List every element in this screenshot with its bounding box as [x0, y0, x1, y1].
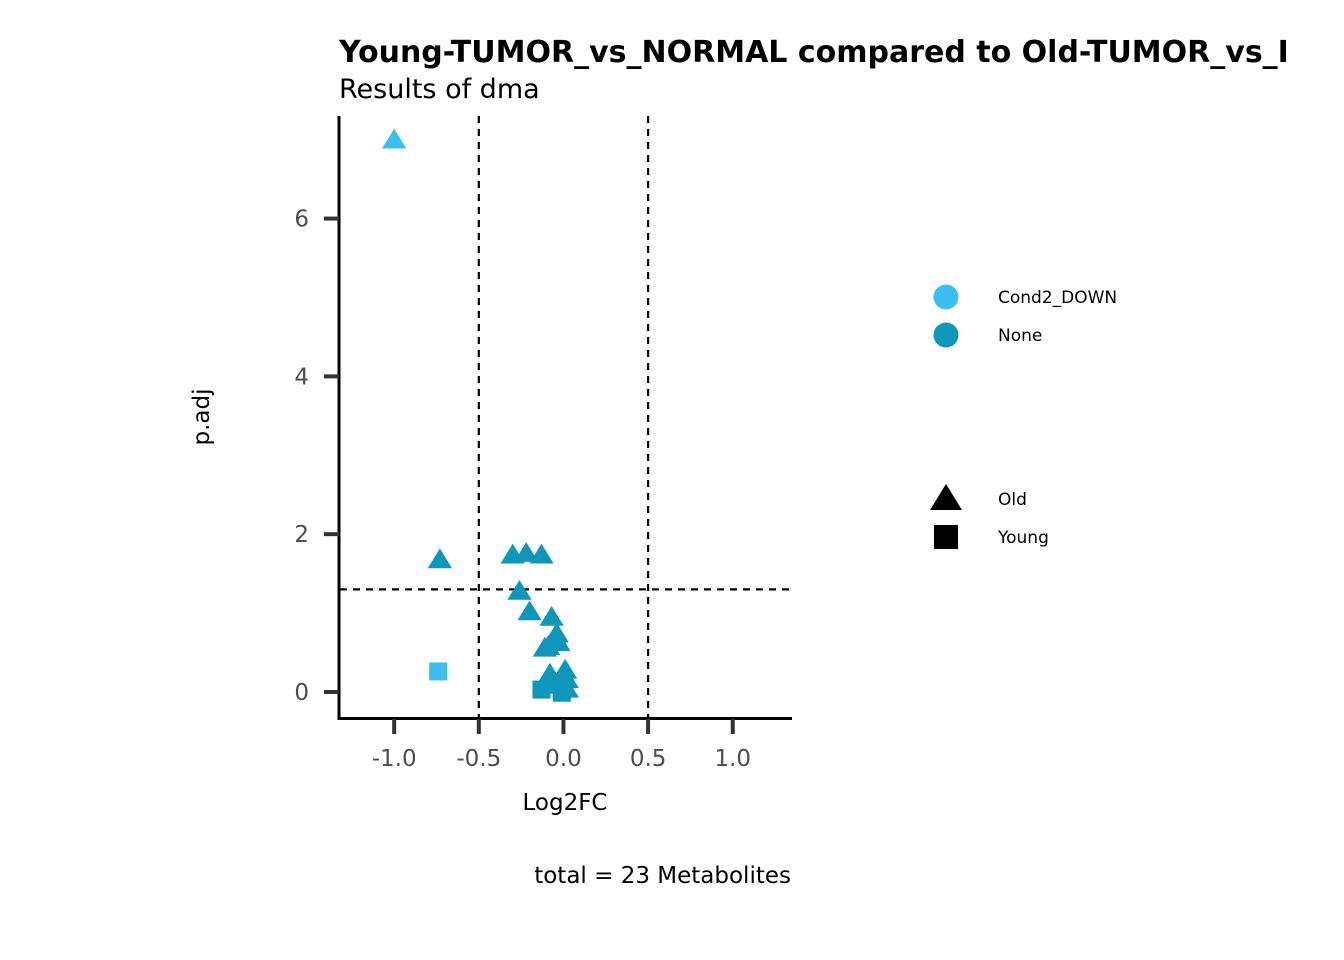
y-tick-label: 4 — [294, 364, 309, 390]
data-point-young — [532, 680, 551, 699]
x-axis-ticks: -1.0 -0.5 0.0 0.5 1.0 — [372, 719, 751, 772]
legend-shape-label: Old — [998, 490, 1027, 510]
data-point-young — [429, 662, 448, 681]
legend-color-label: Cond2_DOWN — [998, 288, 1117, 308]
y-axis-title: p.adj — [189, 389, 215, 446]
data-point-old — [532, 636, 557, 657]
x-axis-title: Log2FC — [522, 790, 607, 816]
legend-color-key — [933, 284, 959, 310]
data-point-old — [539, 606, 564, 626]
data-point-old — [529, 543, 554, 564]
y-tick-label: 6 — [294, 207, 309, 233]
x-tick-label: -0.5 — [456, 746, 501, 772]
legend-color-key — [933, 322, 959, 348]
chart-title: Young-TUMOR_vs_NORMAL compared to Old-TU… — [338, 35, 1289, 70]
x-tick-label: 0.5 — [630, 746, 667, 772]
data-point-old — [382, 128, 407, 149]
data-point-old — [514, 542, 539, 562]
x-tick-label: 0.0 — [545, 746, 582, 772]
y-tick-label: 2 — [294, 522, 309, 548]
chart-subtitle: Results of dma — [339, 74, 540, 105]
reference-lines — [340, 116, 792, 718]
legend-triangle-icon — [930, 484, 962, 510]
data-point-old — [427, 548, 452, 569]
data-points — [382, 128, 579, 702]
legend-color-label: None — [998, 326, 1042, 346]
x-tick-label: -1.0 — [372, 746, 417, 772]
data-point-old — [517, 600, 542, 621]
legend-square-icon — [934, 525, 958, 549]
color-legend: Cond2_DOWN None — [933, 284, 1117, 348]
data-point-old — [553, 658, 578, 679]
legend-shape-label: Young — [997, 528, 1049, 548]
data-point-young — [552, 683, 571, 702]
y-axis-ticks: 0 2 4 6 — [294, 207, 339, 706]
shape-legend: Old Young — [930, 484, 1049, 549]
data-point-old — [544, 622, 569, 643]
data-point-old — [507, 579, 532, 600]
y-tick-label: 0 — [294, 680, 309, 706]
chart-caption: total = 23 Metabolites — [534, 863, 791, 889]
x-tick-label: 1.0 — [714, 746, 751, 772]
